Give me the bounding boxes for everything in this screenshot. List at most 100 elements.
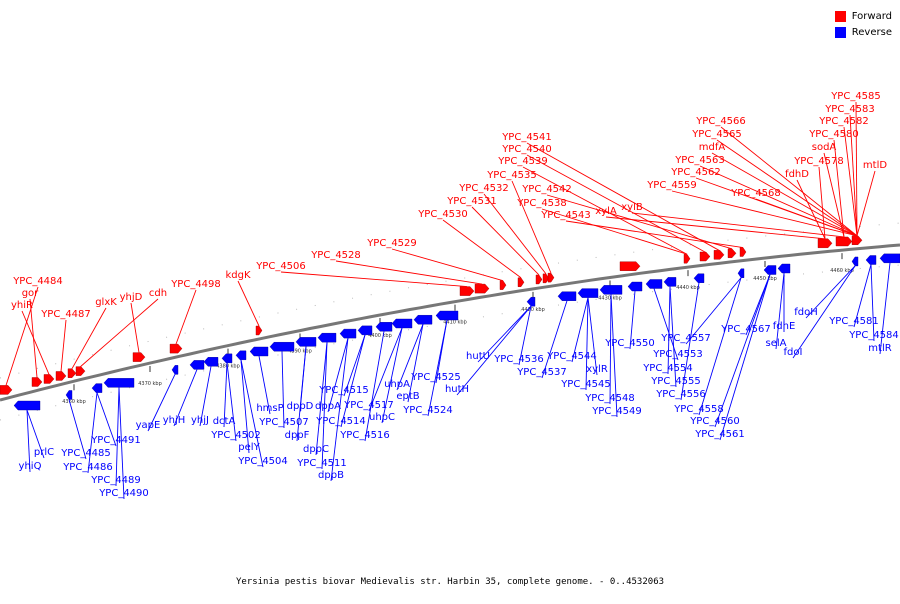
reverse-gene[interactable] [599,285,623,295]
reverse-gene[interactable] [526,296,536,307]
reverse-gene-label[interactable]: YPC_4491 [90,435,141,446]
reverse-gene-label[interactable]: YPC_4507 [258,417,309,428]
forward-gene-label[interactable]: YPC_4585 [830,91,881,102]
forward-gene-label[interactable]: YPC_4529 [366,238,417,249]
forward-gene-label[interactable]: xylB [621,202,643,213]
reverse-gene-label[interactable]: yhjH [163,415,186,426]
reverse-gene[interactable] [577,288,599,298]
reverse-gene[interactable] [763,265,777,275]
forward-gene-label[interactable]: xylA [595,206,617,217]
reverse-gene-label[interactable]: YPC_4545 [560,379,611,390]
forward-gene[interactable] [75,366,86,376]
reverse-gene-label[interactable]: yhjJ [191,415,209,426]
reverse-gene-label[interactable]: hutU [466,351,490,362]
forward-gene-label[interactable]: YPC_4543 [540,210,591,221]
reverse-gene-label[interactable]: YPC_4514 [315,416,366,427]
reverse-gene-label[interactable]: hmsP [256,403,283,414]
forward-gene-label[interactable]: YPC_4578 [793,156,844,167]
reverse-gene[interactable] [235,350,247,361]
reverse-gene-label[interactable]: YPC_4502 [210,430,261,441]
reverse-gene-label[interactable]: uhpC [369,412,395,423]
reverse-gene[interactable] [693,273,705,283]
forward-gene-label[interactable]: cdh [149,288,167,299]
reverse-gene-label[interactable]: hutH [445,384,469,395]
forward-gene-label[interactable]: fdhD [785,169,809,180]
reverse-gene-label[interactable]: YPC_4560 [689,416,740,427]
reverse-gene-label[interactable]: YPC_4524 [402,405,453,416]
forward-gene-label[interactable]: YPC_4580 [808,129,859,140]
forward-gene-label[interactable]: sodA [812,142,837,153]
forward-gene-label[interactable]: YPC_4562 [670,167,721,178]
reverse-gene[interactable] [103,378,135,388]
reverse-gene-label[interactable]: YPC_4490 [98,488,149,499]
forward-gene-label[interactable]: YPC_4540 [501,144,552,155]
forward-gene[interactable] [169,343,183,354]
reverse-gene-label[interactable]: YPC_4517 [343,400,394,411]
forward-gene-label[interactable]: YPC_4532 [458,183,509,194]
reverse-gene-label[interactable]: yhiQ [19,461,42,472]
reverse-gene[interactable] [339,328,357,339]
reverse-gene-label[interactable]: YPC_4550 [604,338,655,349]
reverse-gene-label[interactable]: YPC_4584 [848,330,899,341]
reverse-gene-label[interactable]: YPC_4485 [60,448,111,459]
reverse-gene-label[interactable]: dppF [285,430,310,441]
forward-gene-label[interactable]: YPC_4582 [818,116,869,127]
reverse-gene[interactable] [91,383,103,393]
reverse-gene-label[interactable]: YPC_4525 [410,372,461,383]
reverse-gene-label[interactable]: YPC_4581 [828,316,879,327]
reverse-gene[interactable] [737,268,745,278]
reverse-gene[interactable] [851,256,859,267]
reverse-gene-label[interactable]: dppC [303,444,329,455]
reverse-gene[interactable] [203,357,219,367]
forward-gene-label[interactable]: gor [22,288,39,299]
reverse-gene-label[interactable]: uhpA [384,379,410,390]
reverse-gene-label[interactable]: YPC_4515 [318,385,369,396]
reverse-gene[interactable] [645,279,663,289]
reverse-gene-label[interactable]: mtlR [868,343,891,354]
reverse-gene-label[interactable]: dppD [287,401,314,412]
reverse-gene-label[interactable]: YPC_4536 [493,354,544,365]
forward-gene[interactable] [67,368,77,378]
reverse-gene[interactable] [435,310,459,321]
forward-gene[interactable] [43,374,55,384]
forward-gene[interactable] [499,280,507,290]
forward-gene[interactable] [727,248,737,258]
reverse-gene[interactable] [189,360,205,370]
reverse-gene[interactable] [171,365,179,375]
reverse-gene-label[interactable]: YPC_4557 [660,333,711,344]
forward-gene-label[interactable]: YPC_4583 [824,104,875,115]
forward-gene[interactable] [459,286,475,296]
forward-gene[interactable] [474,283,490,294]
forward-gene-label[interactable]: YPC_4566 [695,116,746,127]
reverse-gene-label[interactable]: dppB [318,470,344,481]
reverse-gene-label[interactable]: YPC_4561 [694,429,745,440]
forward-gene[interactable] [31,377,43,387]
forward-gene[interactable] [517,277,525,287]
reverse-gene[interactable] [249,346,269,357]
forward-gene[interactable] [535,274,543,285]
reverse-gene-label[interactable]: pelY [238,442,260,453]
reverse-gene-label[interactable]: YPC_4554 [642,363,693,374]
forward-gene-label[interactable]: YPC_4528 [310,250,361,261]
reverse-gene[interactable] [627,281,643,292]
forward-gene-label[interactable]: YPC_4565 [691,129,742,140]
reverse-gene-label[interactable]: YPC_4486 [62,462,113,473]
reverse-gene[interactable] [557,291,577,301]
forward-gene-label[interactable]: YPC_4541 [501,132,552,143]
forward-gene-label[interactable]: YPC_4538 [516,198,567,209]
forward-gene[interactable] [739,247,747,257]
forward-gene[interactable] [699,251,711,262]
reverse-gene-label[interactable]: YPC_4567 [720,324,771,335]
forward-gene[interactable] [851,235,863,245]
forward-gene-label[interactable]: YPC_4559 [646,180,697,191]
reverse-gene-label[interactable]: YPC_4504 [237,456,288,467]
forward-gene-label[interactable]: YPC_4539 [497,156,548,167]
forward-gene-label[interactable]: YPC_4530 [417,209,468,220]
reverse-gene-label[interactable]: YPC_4556 [655,389,706,400]
forward-gene-label[interactable]: yhjD [120,292,143,303]
reverse-gene-label[interactable]: YPC_4511 [296,458,347,469]
reverse-gene[interactable] [221,353,233,364]
forward-gene-label[interactable]: YPC_4568 [730,188,781,199]
reverse-gene-label[interactable]: YPC_4544 [546,351,597,362]
forward-gene-label[interactable]: YPC_4487 [40,309,91,320]
